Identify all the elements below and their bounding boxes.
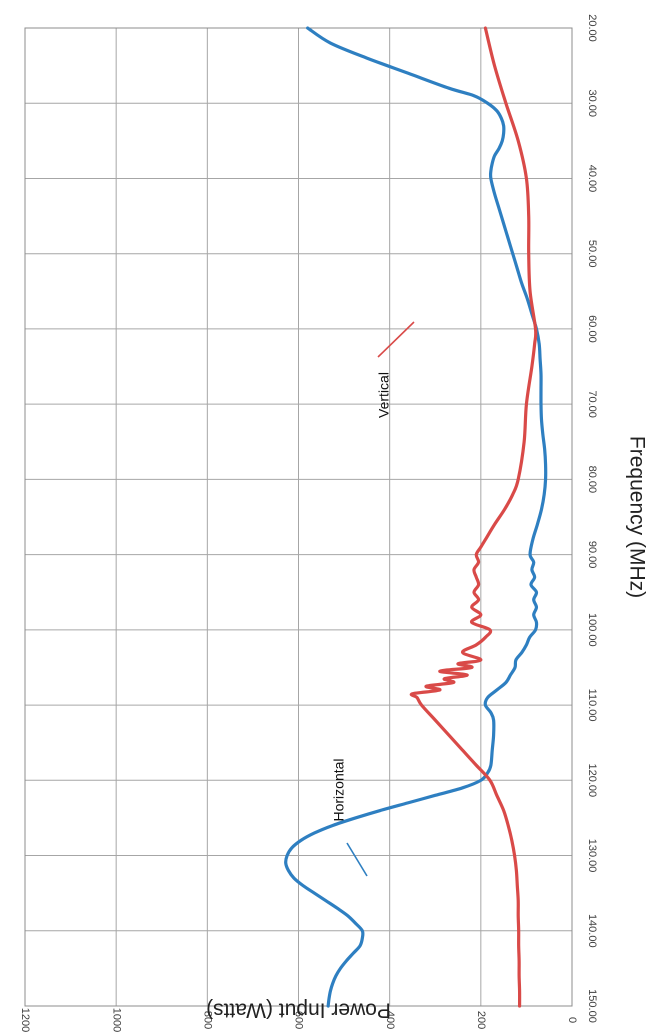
annotation-leader-vertical (377, 321, 415, 358)
plot-frame (24, 27, 573, 1007)
x-tick-label: 50.00 (586, 240, 598, 268)
series-line-horizontal (284, 26, 548, 1008)
annotation-horizontal: Horizontal (331, 758, 347, 821)
x-tick-label: 120.00 (586, 763, 598, 797)
x-tick-label: 60.00 (586, 315, 598, 343)
y-tick-label: 800 (201, 1011, 213, 1029)
y-tick-label: 400 (384, 1011, 396, 1029)
annotation-leader-horizontal (346, 842, 368, 877)
series-layer (284, 26, 548, 1008)
x-tick-label: 150.00 (586, 989, 598, 1023)
x-tick-label: 30.00 (586, 89, 598, 117)
y-tick-labels: 0 200 400 600 800 1000 1200 (19, 1008, 578, 1032)
series-line-vertical (409, 26, 538, 1008)
x-tick-label: 130.00 (586, 839, 598, 873)
x-tick-label: 140.00 (586, 914, 598, 948)
y-tick-label: 200 (475, 1011, 487, 1029)
x-tick-label: 100.00 (586, 613, 598, 647)
y-tick-label: 1000 (110, 1008, 122, 1032)
x-tick-label: 80.00 (586, 466, 598, 494)
x-tick-label: 90.00 (586, 541, 598, 569)
y-tick-label: 600 (293, 1011, 305, 1029)
annotation-vertical: Vertical (376, 372, 392, 418)
x-tick-label: 40.00 (586, 165, 598, 193)
x-axis-title: Frequency (MHz) (625, 436, 648, 598)
annotations: Horizontal Vertical (331, 321, 415, 877)
y-tick-label: 1200 (19, 1008, 31, 1032)
x-tick-label: 20.00 (586, 14, 598, 42)
y-tick-label: 0 (566, 1017, 578, 1023)
y-axis-title: Power Input (Watts) (206, 999, 391, 1022)
x-tick-labels: 20.00 30.00 40.00 50.00 60.00 70.00 80.00 90.00… (586, 14, 598, 1023)
x-tick-label: 110.00 (586, 689, 598, 722)
x-tick-label: 70.00 (586, 390, 598, 418)
